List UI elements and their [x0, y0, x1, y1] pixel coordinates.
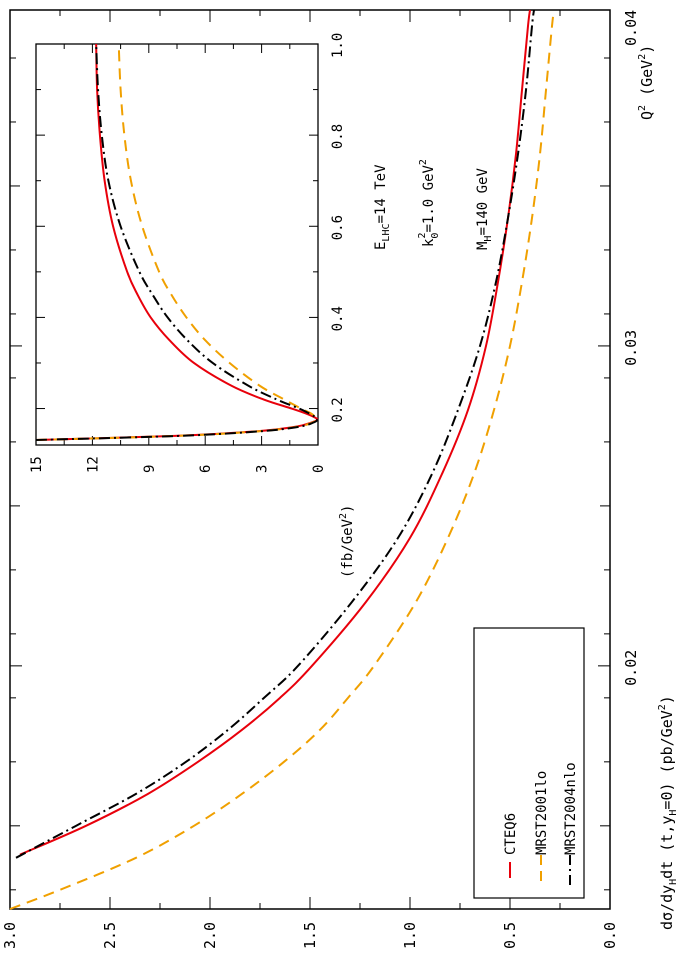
inset-x-tick-labels: 0.2 0.4 0.6 0.8 1.0 — [330, 33, 346, 423]
inset-y-tick-label: 6 — [198, 465, 214, 473]
main-ticks — [9, 10, 611, 909]
inset-plot-frame — [35, 43, 319, 446]
main-y-tick-label: 1.5 — [301, 922, 319, 949]
inset-y-tick-label: 12 — [85, 456, 101, 473]
legend-label-cteq6: CTEQ6 — [503, 813, 519, 855]
inset-y-axis-label: (fb/GeV2) — [338, 505, 356, 578]
annotation-energy: ELHC=14 TeV — [373, 164, 392, 250]
main-curves — [9, 9, 555, 910]
main-series-mrst2004nlo — [15, 9, 535, 859]
main-x-tick-label-edge: 0.04 — [622, 10, 640, 46]
inset-y-tick-labels: 0 3 6 9 12 15 — [29, 456, 327, 473]
inset-x-tick-label: 0.6 — [330, 215, 346, 240]
main-y-tick-label: 3.0 — [1, 922, 19, 949]
inset-curves — [35, 43, 319, 441]
annotation-mass: MH=140 GeV — [475, 168, 494, 250]
main-y-tick-label: 1.0 — [401, 922, 419, 949]
main-x-tick-label: 0.03 — [622, 330, 640, 366]
inset-x-tick-label: 0.8 — [330, 124, 346, 149]
main-y-tick-labels: 0.0 0.5 1.0 1.5 2.0 2.5 3.0 — [1, 922, 619, 949]
inset-ticks — [35, 43, 319, 445]
inset-y-tick-label: 9 — [142, 465, 158, 473]
main-series-mrst2001lo — [9, 9, 555, 910]
main-y-axis-label: dσ/dyHdt (t,yH=0) (pb/GeV2) — [657, 695, 679, 930]
main-series-cteq6 — [19, 9, 531, 856]
legend-box — [473, 627, 585, 899]
inset-y-tick-label: 15 — [29, 456, 45, 473]
inset-y-tick-label: 3 — [255, 465, 271, 473]
inset-x-tick-label: 1.0 — [330, 33, 346, 58]
main-y-tick-label: 0.0 — [601, 922, 619, 949]
legend-label-mrst2004nlo: MRST2004nlo — [563, 762, 579, 855]
main-x-axis-label: Q2 (GeV2) — [637, 45, 656, 120]
legend: CTEQ6 MRST2001lo MRST2004nlo — [473, 627, 585, 899]
legend-label-mrst2001lo: MRST2001lo — [534, 771, 550, 855]
inset-y-tick-label: 0 — [311, 465, 327, 473]
annotation-k0: k02=1.0 GeV2 — [417, 159, 441, 247]
main-y-tick-label: 0.5 — [501, 922, 519, 949]
inset-x-tick-label: 0.2 — [330, 397, 346, 422]
main-y-tick-label: 2.5 — [101, 922, 119, 949]
main-y-tick-label: 2.0 — [201, 922, 219, 949]
inset-x-tick-label: 0.4 — [330, 306, 346, 331]
main-x-tick-label: 0.02 — [622, 650, 640, 686]
main-x-tick-labels: 0.02 0.03 0.04 — [622, 10, 640, 686]
